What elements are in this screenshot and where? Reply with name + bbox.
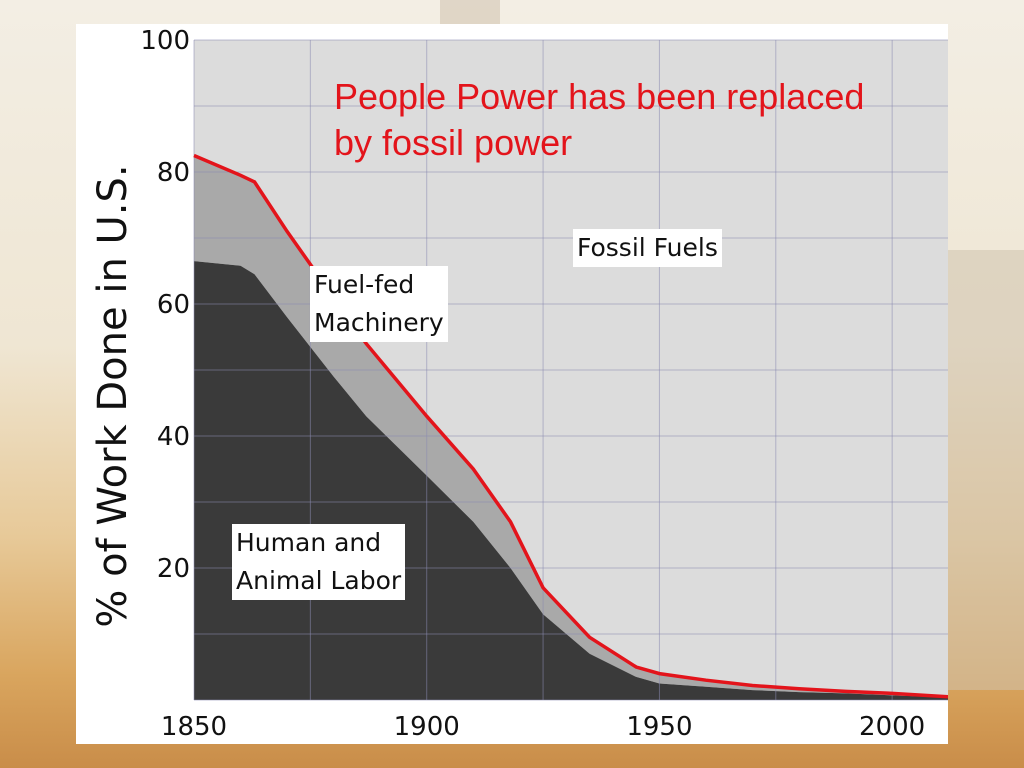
machinery-label-line1: Fuel-fed [314, 270, 415, 299]
chart-panel: 20 40 60 80 100 1850 1900 1950 2000 % of Work D… [76, 24, 948, 744]
y-tick-label: 100 [140, 26, 190, 56]
x-tick-label: 2000 [859, 712, 925, 742]
area-label-human-animal-labor: Human and Animal Labor [232, 524, 406, 600]
y-tick-label: 20 [157, 554, 190, 584]
background-pumpjack-shape [948, 250, 1024, 690]
machinery-label-line2: Machinery [314, 308, 444, 337]
area-fuel-fed-machinery [194, 155, 948, 698]
y-axis-title: % of Work Done in U.S. [90, 164, 136, 627]
area-label-fuel-fed-machinery: Fuel-fed Machinery [310, 266, 448, 342]
fossil-label-text: Fossil Fuels [577, 233, 718, 262]
fossil-boundary-line [193, 153, 948, 699]
area-fossil-fuels [194, 40, 948, 697]
human-label-line1: Human and [236, 528, 382, 557]
chart-title: People Power has been replaced by fossil… [334, 76, 865, 163]
background-derrick-shape [440, 0, 500, 24]
area-label-fossil-fuels: Fossil Fuels [573, 229, 722, 267]
x-tick-label: 1900 [394, 712, 460, 742]
x-tick-label: 1950 [626, 712, 692, 742]
human-label-line2: Animal Labor [236, 566, 402, 595]
y-tick-label: 60 [157, 290, 190, 320]
y-tick-label: 80 [157, 158, 190, 188]
x-tick-label: 1850 [161, 712, 227, 742]
y-tick-label: 40 [157, 422, 190, 452]
